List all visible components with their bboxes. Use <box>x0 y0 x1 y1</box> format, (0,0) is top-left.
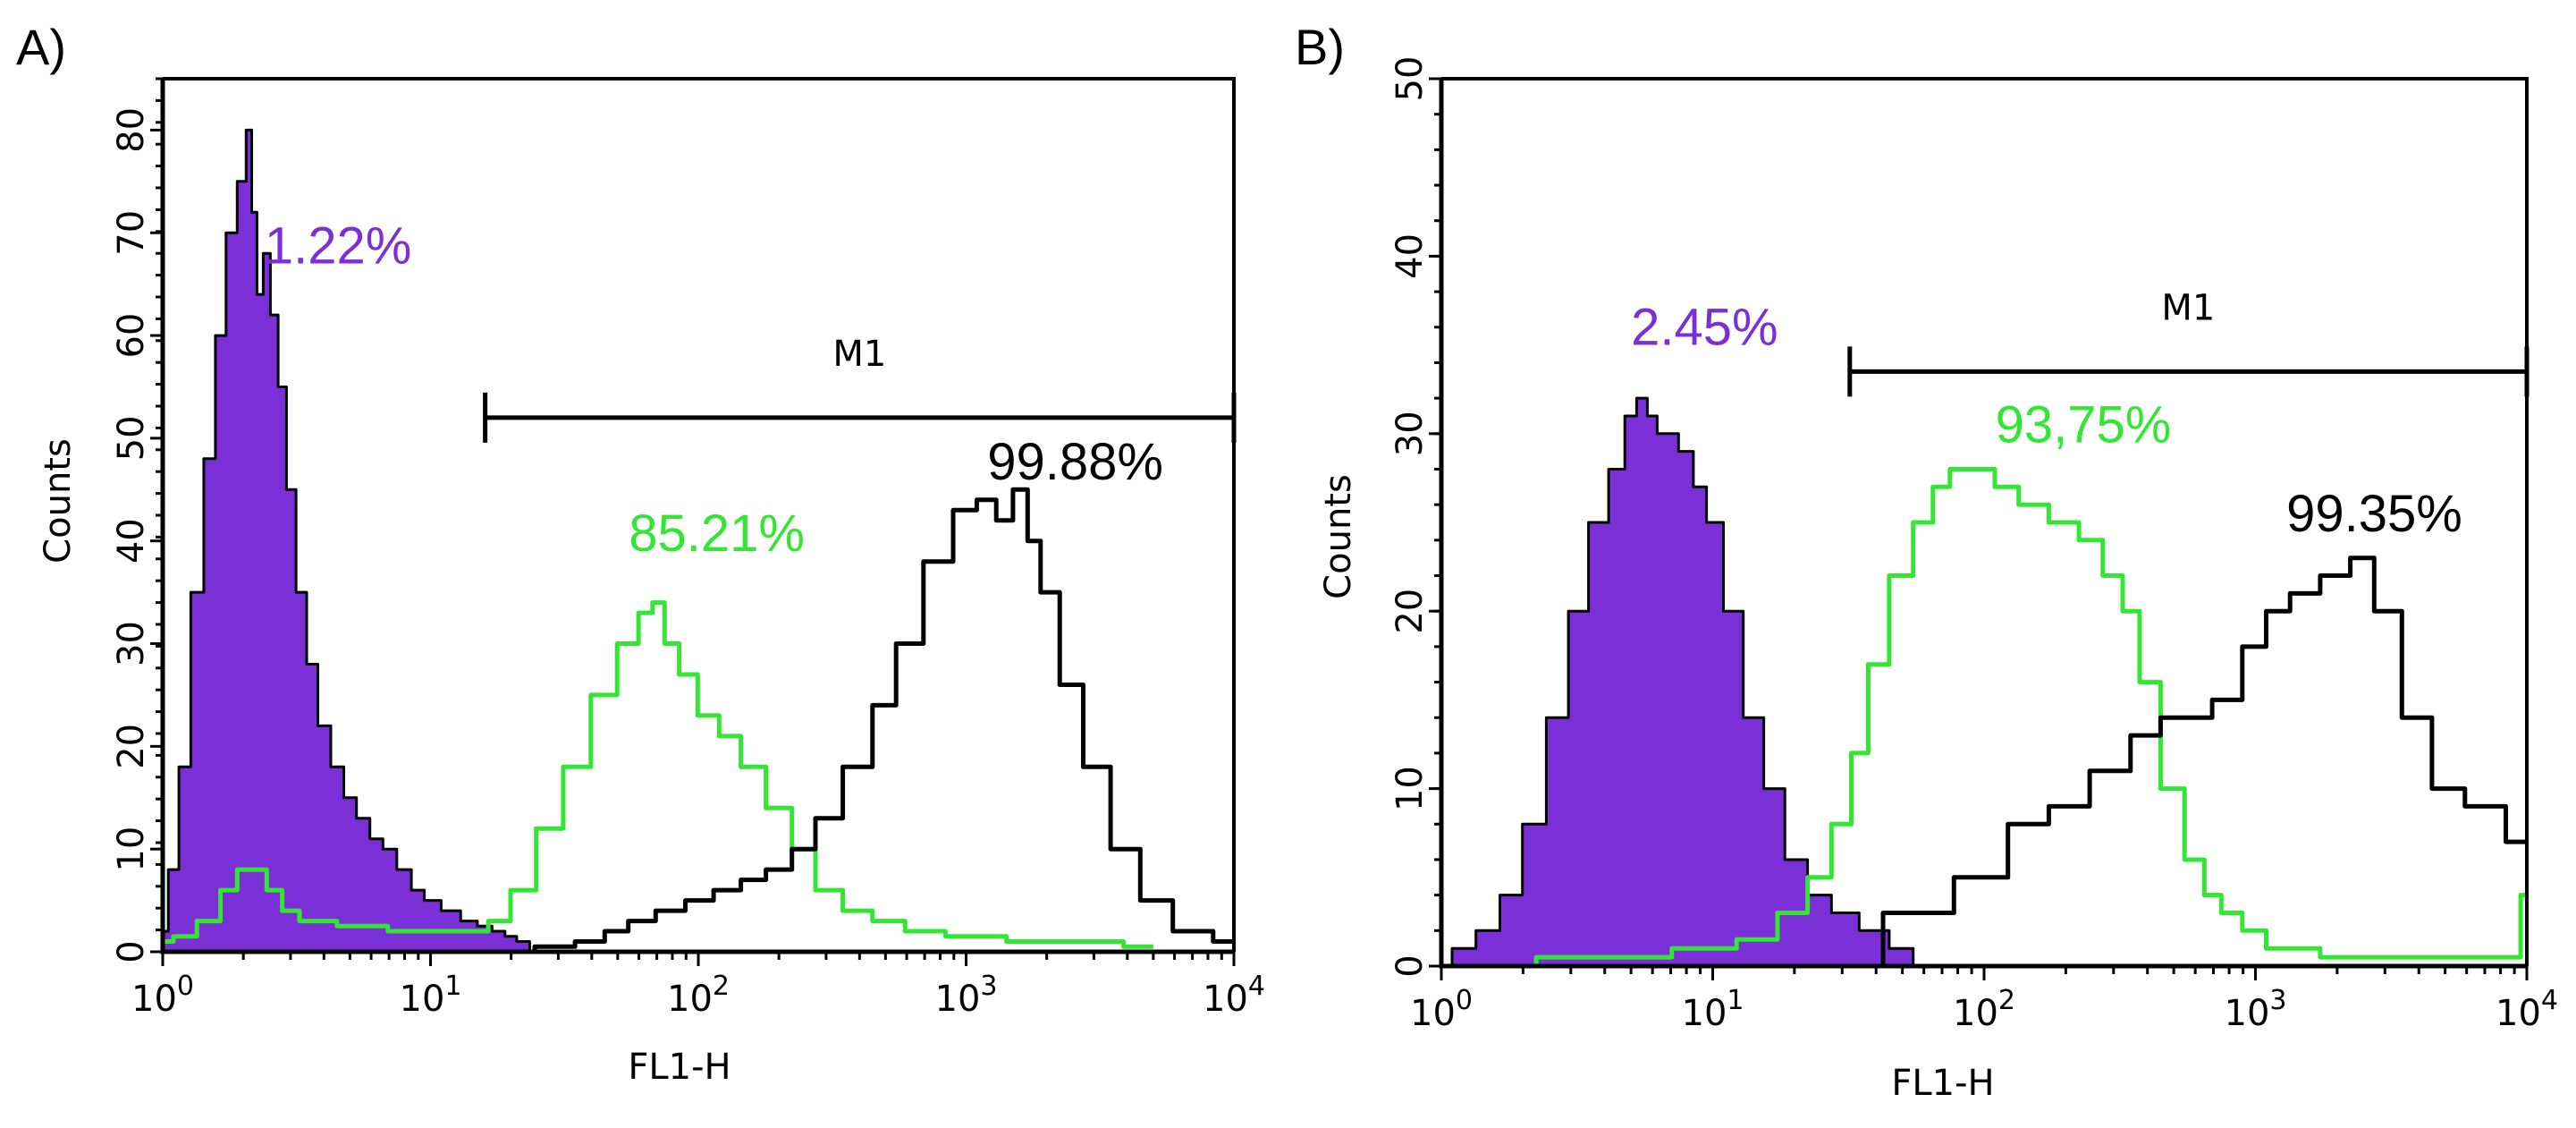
panel-a-ylabel: Counts <box>38 438 79 564</box>
panel-a-annotation-green: 85.21% <box>629 505 805 563</box>
panel-b-ytick-label: 40 <box>1389 233 1431 279</box>
panel-b: B) Counts FL1-H 0 10 20 30 40 50 100 101 102 103 1… <box>1295 19 2558 1104</box>
panel-b-series-green-line <box>1441 467 2527 969</box>
panel-b-annotation-black: 99.35% <box>2286 485 2462 543</box>
panel-a-ticks: 0 10 20 30 40 50 60 70 80 100 101 102 103 104 <box>111 77 1265 1020</box>
panel-b-annotation-green: 93,75% <box>1996 396 2172 454</box>
panel-b-xtick-label: 102 <box>1953 985 2015 1034</box>
panel-a-ytick-label: 70 <box>111 210 152 256</box>
panel-a-ytick-label: 30 <box>111 621 152 666</box>
panel-a-xtick-label: 102 <box>667 971 730 1020</box>
panel-b-gate-label: M1 <box>2161 287 2215 328</box>
panel-b-annotations: 2.45% 93,75% 99.35% <box>1631 299 2462 543</box>
panel-a-xlabel: FL1-H <box>628 1047 731 1088</box>
panel-a-annotations: 1.22% 85.21% 99.88% <box>265 217 1163 564</box>
panel-b-ytick-label: 50 <box>1389 56 1431 102</box>
panel-a-xtick-label: 101 <box>400 971 462 1020</box>
panel-a-ytick-label: 40 <box>111 518 152 564</box>
panel-b-gate: M1 <box>1847 287 2530 397</box>
panel-b-series-black-line <box>1842 556 2527 969</box>
panel-a-ytick-label: 0 <box>111 940 152 963</box>
panel-a-ytick-label: 20 <box>111 724 152 769</box>
panel-a-gate-label: M1 <box>832 334 886 375</box>
panel-b-ytick-label: 20 <box>1389 589 1431 634</box>
panel-a-series-purple-filled <box>161 128 539 954</box>
panel-a-series-black-line <box>511 487 1234 954</box>
panel-a-xtick-label: 103 <box>935 971 998 1020</box>
panel-b-xtick-label: 103 <box>2225 985 2287 1034</box>
panel-a: A) Counts FL1-H 0 10 20 30 40 50 60 70 80 100 101 1… <box>16 19 1265 1088</box>
panel-a-xtick-label: 100 <box>131 971 194 1020</box>
panel-a-series-green-line <box>163 600 1153 949</box>
panel-a-gate: M1 <box>483 334 1237 443</box>
panel-b-ytick-label: 30 <box>1389 411 1431 456</box>
panel-a-xtick-label: 104 <box>1203 971 1265 1020</box>
panel-a-ytick-label: 50 <box>111 415 152 461</box>
panel-a-series <box>161 128 1234 954</box>
panel-b-ytick-label: 0 <box>1389 954 1431 977</box>
panel-a-annotation-purple: 1.22% <box>265 217 411 276</box>
panel-b-label: B) <box>1295 19 1345 75</box>
panel-b-frame-border <box>1441 77 2529 966</box>
panel-a-ytick-label: 80 <box>111 107 152 153</box>
panel-a-annotation-black: 99.88% <box>987 433 1163 491</box>
panel-b-xtick-label: 101 <box>1682 985 1744 1034</box>
panel-a-ytick-label: 10 <box>111 827 152 872</box>
panel-a-ytick-label: 60 <box>111 313 152 359</box>
panel-b-annotation-purple: 2.45% <box>1631 299 1778 357</box>
panel-b-ytick-label: 10 <box>1389 766 1431 811</box>
panel-b-series <box>1440 396 2527 969</box>
panel-b-series-purple-filled <box>1440 396 1926 968</box>
panel-b-xlabel: FL1-H <box>1891 1063 1994 1104</box>
panel-a-frame-border <box>163 77 1236 952</box>
panel-b-ylabel: Counts <box>1318 474 1359 599</box>
panel-b-xtick-label: 104 <box>2496 985 2558 1034</box>
panel-a-label: A) <box>16 19 66 75</box>
panel-b-xtick-label: 100 <box>1410 985 1473 1034</box>
panel-b-ticks: 0 10 20 30 40 50 100 101 102 103 104 <box>1389 56 2558 1034</box>
